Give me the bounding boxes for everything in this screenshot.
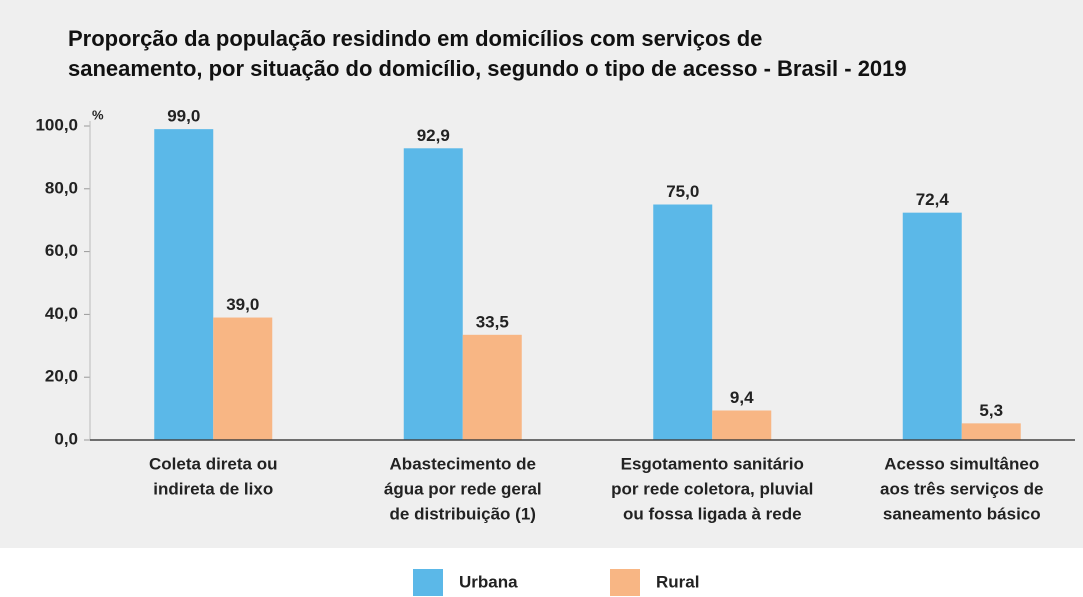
bar bbox=[653, 204, 713, 440]
legend-label: Rural bbox=[656, 572, 699, 591]
y-tick-label: 40,0 bbox=[45, 304, 78, 323]
bar bbox=[403, 148, 463, 440]
y-tick-label: 100,0 bbox=[35, 115, 78, 134]
x-tick-label: Acesso simultâneo bbox=[884, 454, 1039, 473]
chart-title: Proporção da população residindo em domi… bbox=[68, 26, 762, 51]
y-tick-label: 60,0 bbox=[45, 241, 78, 260]
x-tick-label: Esgotamento sanitário bbox=[621, 454, 804, 473]
value-label: 39,0 bbox=[226, 295, 259, 314]
x-tick-label: indireta de lixo bbox=[153, 479, 273, 498]
x-tick-label: água por rede geral bbox=[384, 479, 542, 498]
bar bbox=[712, 410, 772, 440]
x-tick-label: por rede coletora, pluvial bbox=[611, 479, 813, 498]
value-label: 72,4 bbox=[916, 190, 950, 209]
x-tick-label: Abastecimento de bbox=[390, 454, 536, 473]
legend-swatch bbox=[610, 569, 640, 596]
legend-swatch bbox=[413, 569, 443, 596]
x-tick-label: Coleta direta ou bbox=[149, 454, 277, 473]
chart-title: saneamento, por situação do domicílio, s… bbox=[68, 56, 907, 81]
value-label: 75,0 bbox=[666, 182, 699, 201]
bar bbox=[462, 334, 522, 440]
y-unit: % bbox=[92, 107, 104, 122]
y-tick-label: 80,0 bbox=[45, 178, 78, 197]
bar bbox=[213, 317, 273, 440]
bar bbox=[902, 212, 962, 440]
x-tick-label: aos três serviços de bbox=[880, 479, 1043, 498]
y-tick-label: 20,0 bbox=[45, 367, 78, 386]
bar bbox=[154, 129, 214, 440]
value-label: 9,4 bbox=[730, 388, 754, 407]
x-tick-label: saneamento básico bbox=[883, 504, 1041, 523]
x-tick-label: de distribuição (1) bbox=[390, 504, 536, 523]
bar bbox=[961, 423, 1021, 440]
value-label: 99,0 bbox=[167, 107, 200, 126]
x-tick-label: ou fossa ligada à rede bbox=[623, 504, 802, 523]
legend-label: Urbana bbox=[459, 572, 518, 591]
value-label: 5,3 bbox=[979, 401, 1003, 420]
value-label: 33,5 bbox=[476, 312, 509, 331]
value-label: 92,9 bbox=[417, 126, 450, 145]
y-tick-label: 0,0 bbox=[54, 429, 78, 448]
